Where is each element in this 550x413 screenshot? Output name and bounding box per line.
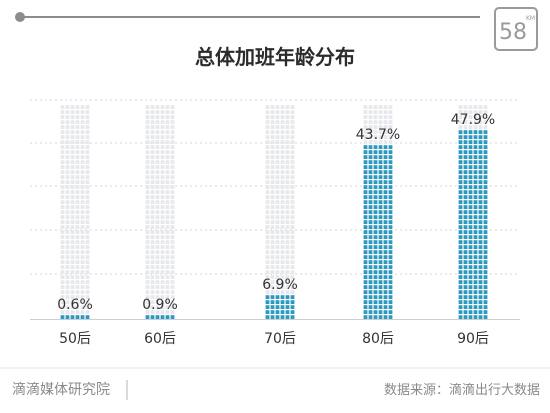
bar bbox=[363, 105, 393, 319]
data-label: 0.6% bbox=[57, 297, 93, 313]
grid-layer bbox=[30, 99, 520, 320]
bar bbox=[265, 105, 295, 319]
x-tick-label: 70后 bbox=[264, 331, 296, 347]
ticks-layer: 50后 60后 70后 80后 90后 bbox=[59, 331, 489, 347]
header-rule-dot bbox=[15, 12, 25, 22]
x-tick-label: 90后 bbox=[457, 331, 489, 347]
labels-layer: 0.6% 0.9% 6.9% 43.7% 47.9% bbox=[57, 112, 495, 313]
logo: 58 KM bbox=[494, 7, 538, 51]
logo-superscript: KM bbox=[526, 15, 535, 22]
footer-source-org: 滴滴媒体研究院 bbox=[12, 381, 110, 398]
footer-data-source: 数据来源：滴滴出行大数据 bbox=[384, 382, 540, 398]
bars-layer bbox=[60, 105, 488, 319]
bar bbox=[145, 105, 175, 319]
bar bbox=[60, 105, 90, 319]
x-tick-label: 80后 bbox=[362, 331, 394, 347]
x-tick-label: 50后 bbox=[59, 331, 91, 347]
bar bbox=[458, 105, 488, 319]
data-label: 6.9% bbox=[262, 277, 298, 293]
data-label: 0.9% bbox=[142, 297, 178, 313]
logo-box bbox=[494, 7, 538, 51]
logo-text: 58 bbox=[499, 20, 527, 45]
chart-title: 总体加班年龄分布 bbox=[195, 45, 355, 69]
x-tick-label: 60后 bbox=[144, 331, 176, 347]
data-label: 43.7% bbox=[356, 127, 400, 143]
data-label: 47.9% bbox=[451, 112, 495, 128]
